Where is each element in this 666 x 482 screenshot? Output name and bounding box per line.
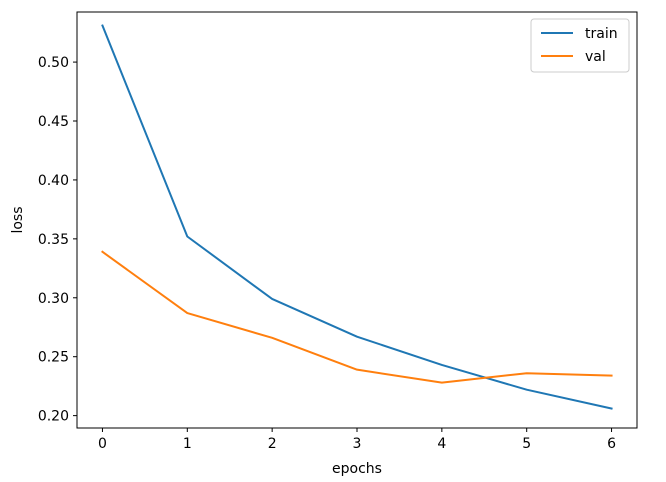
x-tick-label: 4 — [437, 436, 446, 452]
y-tick-label: 0.40 — [38, 173, 69, 189]
legend-label-train: train — [585, 26, 618, 42]
y-tick-label: 0.50 — [38, 55, 69, 71]
legend-label-val: val — [585, 49, 606, 65]
y-tick-label: 0.20 — [38, 409, 69, 425]
x-tick-label: 5 — [522, 436, 531, 452]
x-tick-label: 1 — [183, 436, 192, 452]
y-tick-label: 0.45 — [38, 114, 69, 130]
x-tick-label: 0 — [98, 436, 107, 452]
series-layer — [101, 24, 613, 410]
x-tick-label: 2 — [268, 436, 277, 452]
legend: train val — [530, 18, 630, 73]
y-tick-label: 0.30 — [38, 291, 69, 307]
y-tick-label: 0.35 — [38, 232, 69, 248]
y-tick-label: 0.25 — [38, 350, 69, 366]
x-axis-label: epochs — [332, 461, 382, 477]
series-line-val — [101, 250, 613, 384]
x-tick-label: 3 — [353, 436, 362, 452]
series-line-train — [101, 24, 613, 410]
y-axis-ticks: 0.20 0.25 0.30 0.35 0.40 0.45 0.50 — [38, 55, 77, 425]
y-axis-label: loss — [10, 206, 26, 233]
x-axis-ticks: 0 1 2 3 4 5 6 — [98, 428, 616, 452]
x-tick-label: 6 — [607, 436, 616, 452]
plot-area — [77, 12, 637, 428]
